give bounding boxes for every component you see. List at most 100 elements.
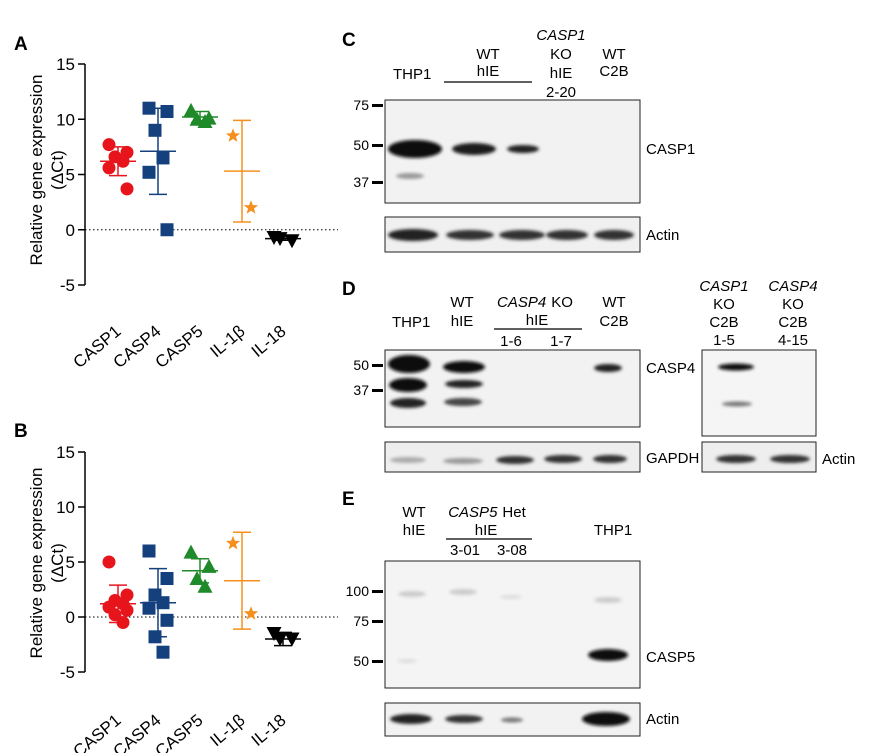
data-point [102, 555, 116, 569]
y-tick-label: 15 [56, 443, 75, 462]
band-casp4-wt-c2b [594, 364, 622, 372]
mw-marker-100-e: 100 [346, 583, 370, 599]
loading-label-actin-e: Actin [646, 711, 679, 728]
band-casp5-faint-2 [449, 589, 477, 595]
x-tick-label: IL-1β [206, 321, 248, 361]
band-casp5-faint-4 [594, 597, 622, 603]
western-blot-d: D THP1 WT hIE CASP4 KO hIE 1-6 1-7 WT C2B… [342, 278, 855, 473]
lane-label-wt-c2b-c: WT [602, 46, 625, 63]
data-point [225, 535, 241, 550]
band-gapdh-d-3 [496, 456, 534, 464]
lane-label-wt-d: WT [450, 294, 473, 311]
lane-label-ko-gene-d: CASP4 KO [497, 294, 573, 311]
band-actin-d-right-2 [770, 455, 810, 463]
lane-label-right-c2b2: C2B [778, 314, 807, 331]
protein-label-casp5: CASP5 [646, 649, 695, 666]
band-actin-d-right-1 [716, 455, 756, 463]
band-casp4-thp1-1 [388, 355, 430, 373]
lane-label-right-c2b1: C2B [709, 314, 738, 331]
panel-label-b: B [14, 421, 28, 442]
band-actin-c-5 [594, 230, 634, 240]
panel-label-a: A [14, 34, 28, 55]
data-point [183, 544, 199, 559]
data-point [120, 182, 134, 196]
band-casp5-thp1 [588, 649, 628, 661]
band-casp4-wt-hie-1 [443, 361, 485, 373]
lane-label-ko-hie-d: hIE [526, 312, 549, 329]
lane-label-thp1-c: THP1 [393, 66, 431, 83]
data-point [197, 578, 213, 593]
data-point [160, 572, 174, 585]
band-actin-c-3 [499, 230, 545, 240]
mw-marker-75-e: 75 [353, 613, 369, 629]
data-point [116, 616, 130, 629]
blot-membrane-e [384, 560, 641, 689]
band-casp4-thp1-3 [390, 398, 426, 408]
lane-label-wt-c: WT [476, 46, 499, 63]
data-point [284, 632, 300, 647]
lane-label-clone-1-7: 1-7 [550, 333, 572, 350]
data-point [120, 603, 134, 617]
band-casp1-wt-hie-1 [452, 143, 496, 155]
lane-label-clone-3-01: 3-01 [450, 542, 480, 559]
y-axis-label-b-line2: (ΔCt) [48, 543, 67, 583]
band-casp1-thp1-cleaved [396, 173, 424, 179]
mw-marker-50-d: 50 [353, 357, 369, 373]
data-point [142, 544, 156, 558]
scatter-chart-a: A Relative gene expression (ΔCt) -5 0 5 10 1… [14, 34, 338, 372]
band-gapdh-d-1 [390, 457, 426, 463]
protein-label-casp1: CASP1 [646, 141, 695, 158]
y-tick-label: 15 [56, 55, 75, 74]
mw-marker-50-e: 50 [353, 653, 369, 669]
lane-label-ko-hie-c: hIE [550, 65, 573, 82]
lane-label-wt-e: WT [402, 504, 425, 521]
y-axis-label-a-line1: Relative gene expression [27, 75, 46, 266]
data-point [243, 606, 259, 620]
data-point [156, 151, 170, 165]
panel-label-e: E [342, 489, 355, 510]
mw-tick-75-e [372, 620, 383, 623]
data-point [225, 128, 241, 142]
lane-label-c2b-c: C2B [599, 63, 628, 80]
lane-label-wt-c2b-d: WT [602, 294, 625, 311]
data-point [156, 645, 170, 659]
panel-label-d: D [342, 279, 356, 300]
data-point [183, 102, 199, 117]
band-gapdh-d-4 [544, 455, 582, 463]
data-point [189, 571, 205, 585]
data-point [156, 596, 170, 610]
scatter-chart-b: B Relative gene expression (ΔCt) -5 0 5 10 1… [14, 421, 338, 753]
mw-marker-37-c: 37 [353, 174, 369, 190]
loading-label-actin-d: Actin [822, 451, 855, 468]
data-point [142, 601, 156, 615]
lane-label-ko-gene-c: CASP1 [536, 27, 585, 44]
band-casp5-faint-5 [397, 659, 417, 663]
data-point [148, 123, 162, 137]
data-point [142, 165, 156, 179]
band-actin-e-1 [390, 714, 432, 724]
band-actin-e-3 [501, 717, 523, 723]
lane-label-ko-clone-c: 2-20 [546, 84, 576, 101]
data-point [108, 608, 122, 622]
band-casp1-thp1 [388, 140, 442, 158]
x-tick-label: IL-18 [248, 711, 290, 750]
lane-label-right-clone1: 1-5 [713, 332, 735, 349]
loading-label-gapdh: GAPDH [646, 450, 699, 467]
y-axis-label-a-line2: (ΔCt) [48, 150, 67, 190]
band-actin-c-2 [446, 230, 494, 240]
protein-label-casp4: CASP4 [646, 360, 695, 377]
data-point [243, 200, 259, 214]
band-casp4-casp1ko [718, 363, 754, 371]
data-point [201, 558, 217, 573]
band-casp4-thp1-2 [389, 378, 427, 392]
y-tick-label: 10 [56, 498, 75, 517]
lane-label-ko-c: KO [550, 46, 572, 63]
lane-label-right-gene2: CASP4 [768, 278, 817, 295]
lane-label-thp1-e: THP1 [594, 522, 632, 539]
data-point [272, 632, 288, 647]
x-tick-label: CASP5 [152, 322, 207, 372]
data-point [160, 105, 174, 119]
lane-label-clone-1-6: 1-6 [500, 333, 522, 350]
data-point [102, 161, 116, 175]
